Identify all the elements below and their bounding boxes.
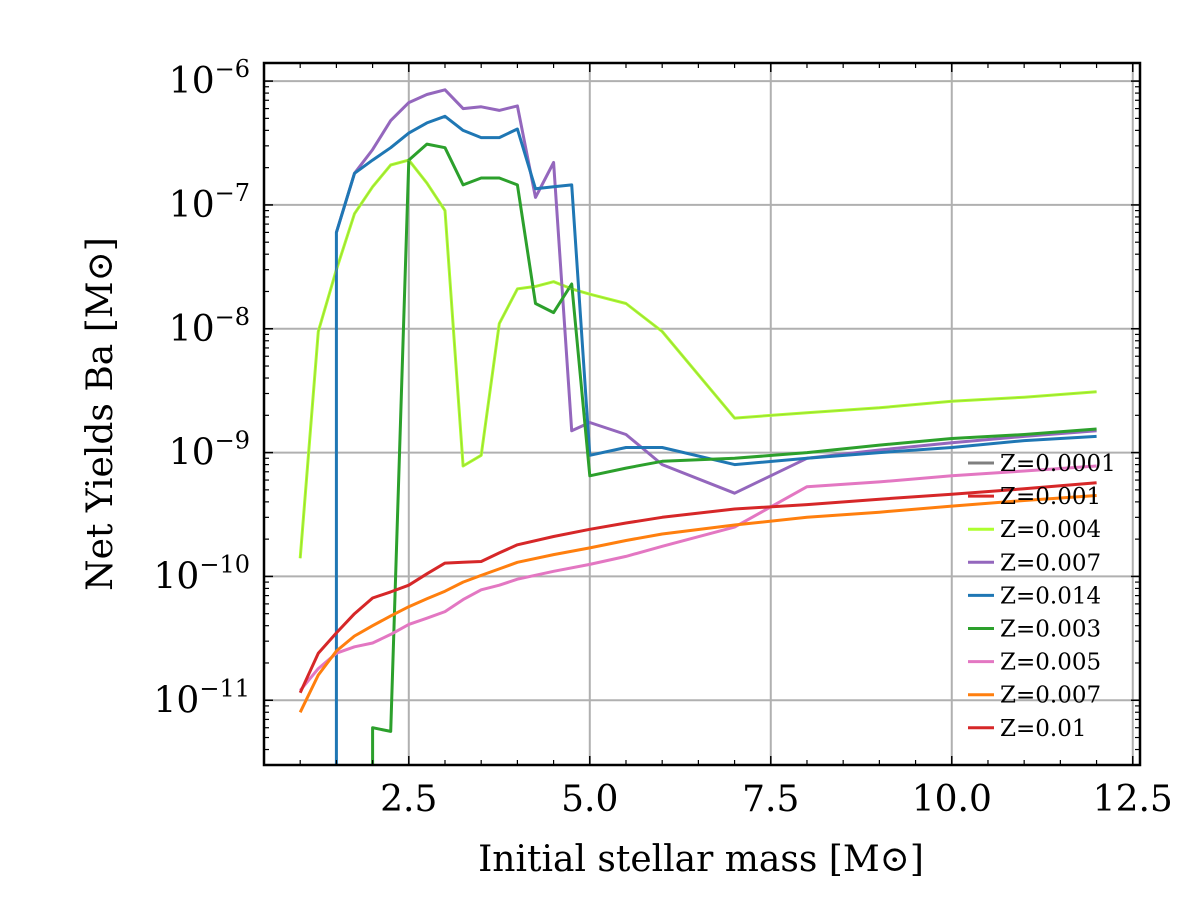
y-tick-label: 10−10 (154, 550, 250, 597)
y-tick-label: 10−11 (154, 674, 250, 721)
x-tick-labels: 2.5 5.0 7.5 10.0 12.5 (380, 779, 1173, 820)
legend-label: Z=0.001 (1000, 484, 1101, 510)
legend-label: Z=0.005 (1000, 650, 1101, 676)
legend-label: Z=0.014 (1000, 583, 1101, 609)
series-line-5 (371, 142, 1097, 765)
series-line-8 (298, 481, 1097, 694)
plot-frame (262, 61, 1142, 767)
legend-label: Z=0.0001 (1000, 451, 1116, 477)
series-line-7 (298, 494, 1097, 713)
y-tick-label: 10−9 (169, 427, 250, 474)
x-tick-label: 2.5 (380, 779, 437, 820)
y-tick-label: 10−7 (169, 179, 250, 226)
series-line-2 (298, 158, 1097, 559)
x-tick-label: 12.5 (1093, 779, 1173, 820)
y-tick-label: 10−8 (169, 303, 250, 350)
x-tick-label: 10.0 (912, 779, 992, 820)
series-line-4 (334, 114, 1097, 765)
series-line-6 (299, 464, 1097, 692)
y-tick-label: 10−6 (169, 55, 250, 102)
legend: Z=0.0001 Z=0.001 Z=0.004 Z=0.007 Z=0.014 Z=0.… (968, 451, 1116, 742)
series-lines (298, 88, 1097, 765)
legend-label: Z=0.003 (1000, 617, 1101, 643)
x-axis-label: Initial stellar mass [M⊙] (478, 839, 924, 880)
legend-label: Z=0.007 (1000, 550, 1101, 576)
x-tick-label: 7.5 (742, 779, 799, 820)
series-line-2-edge (299, 159, 1097, 559)
x-tick-label: 5.0 (561, 779, 618, 820)
legend-label: Z=0.01 (1000, 716, 1086, 742)
legend-label: Z=0.004 (1000, 517, 1101, 543)
y-tick-labels: 10−11 10−10 10−9 10−8 10−7 10−6 (154, 55, 250, 721)
y-axis-label: Net Yields Ba [M⊙] (80, 237, 121, 591)
grid (264, 63, 1140, 765)
legend-label: Z=0.007 (1000, 683, 1101, 709)
